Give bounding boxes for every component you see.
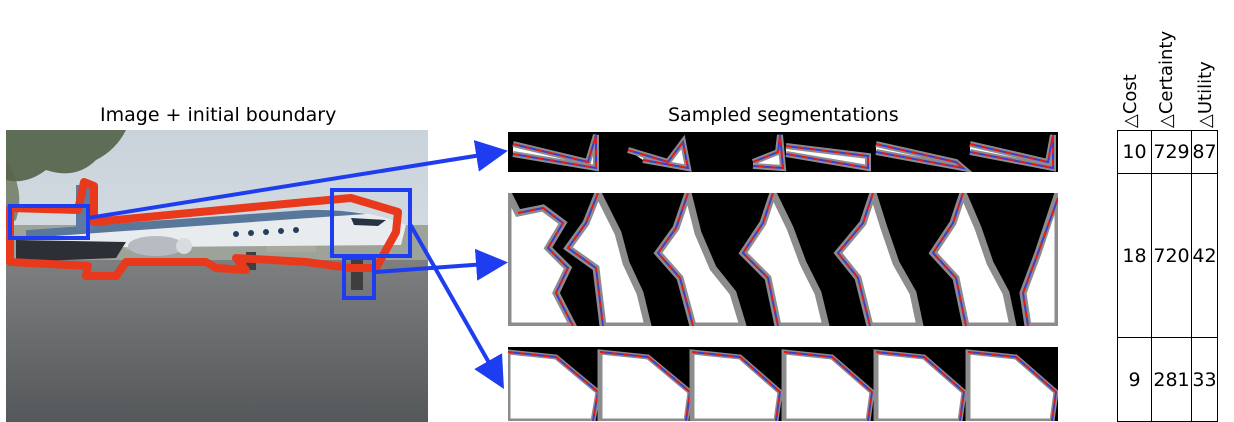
- metrics-table: 10 729 87 18 720 42 9 281 33: [1117, 130, 1218, 422]
- sample-2-5: [833, 193, 924, 326]
- column-header-utility: △Utility: [1195, 61, 1216, 128]
- segmentations-caption: Sampled segmentations: [668, 104, 899, 126]
- sample-3-4: [781, 349, 875, 421]
- airplane-photo: [6, 130, 428, 422]
- sample-3-1: [508, 349, 601, 421]
- segmentation-strip-1: [508, 132, 1058, 172]
- table-row: 18 720 42: [1118, 174, 1217, 338]
- column-header-certainty: △Certainty: [1156, 30, 1177, 128]
- table-row: 10 729 87: [1118, 131, 1217, 174]
- utility-cell: 33: [1192, 368, 1217, 391]
- highlight-box-tail: [8, 204, 90, 240]
- sample-1-3: [751, 134, 787, 172]
- sample-1-1: [512, 134, 599, 172]
- segmentation-strip-2: [508, 193, 1058, 326]
- certainty-cell: 281: [1152, 338, 1192, 421]
- sample-3-6: [965, 349, 1058, 421]
- image-caption: Image + initial boundary: [100, 104, 337, 126]
- utility-cell: 87: [1192, 141, 1217, 163]
- cost-cell: 9: [1118, 338, 1152, 421]
- sample-2-7: [1019, 193, 1058, 326]
- highlight-box-gear: [342, 256, 376, 300]
- sample-1-4: [785, 143, 871, 172]
- sample-2-6: [928, 193, 1017, 326]
- certainty-cell: 720: [1152, 174, 1192, 337]
- cost-cell: 10: [1118, 131, 1152, 173]
- sample-3-3: [689, 349, 783, 421]
- segmentation-strip-3: [508, 347, 1058, 421]
- sample-1-6: [969, 134, 1056, 172]
- sample-3-2: [597, 349, 693, 421]
- certainty-cell: 729: [1152, 131, 1192, 173]
- sample-1-2: [627, 134, 692, 172]
- sample-2-3: [653, 193, 747, 326]
- sample-1-5: [875, 141, 973, 172]
- sample-2-4: [738, 193, 830, 326]
- sample-2-1: [508, 193, 577, 326]
- utility-cell: 42: [1192, 244, 1217, 267]
- column-header-cost: △Cost: [1120, 74, 1141, 128]
- sample-2-2: [563, 193, 652, 326]
- table-row: 9 281 33: [1118, 338, 1217, 421]
- cost-cell: 18: [1118, 174, 1152, 337]
- sample-3-5: [873, 349, 967, 421]
